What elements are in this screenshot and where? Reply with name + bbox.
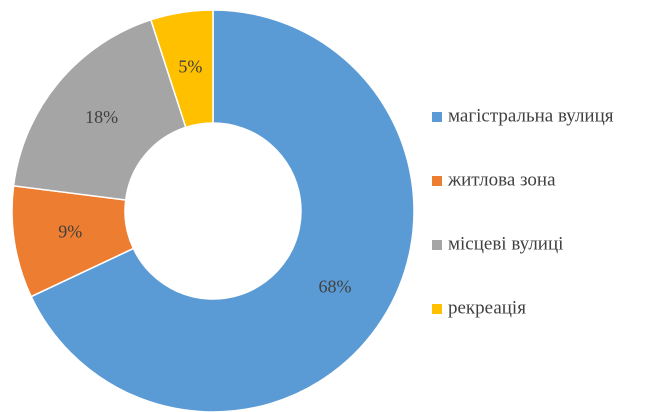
donut-slice xyxy=(30,9,415,412)
legend-label: магістральна вулиця xyxy=(448,105,614,126)
donut-slice xyxy=(149,9,214,129)
legend-label: рекреація xyxy=(448,297,526,318)
data-label: 5% xyxy=(178,56,202,76)
legend-swatch xyxy=(432,304,442,314)
data-label: 18% xyxy=(85,107,118,127)
legend-swatch xyxy=(432,240,442,250)
legend-label: житлова зона xyxy=(447,169,556,190)
legend-swatch xyxy=(432,176,442,186)
legend-swatch xyxy=(432,112,442,122)
data-label: 9% xyxy=(58,222,82,242)
legend-label: місцеві вулиці xyxy=(448,233,563,254)
donut-slice xyxy=(12,18,187,201)
data-label: 68% xyxy=(319,277,352,297)
